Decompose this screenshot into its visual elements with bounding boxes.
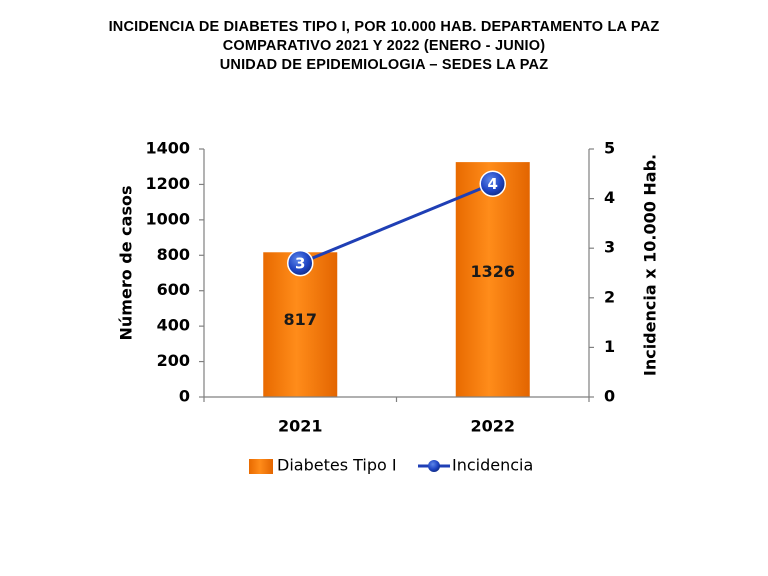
bar-value-label-2022: 1326 <box>470 262 515 281</box>
bar-2021 <box>263 252 338 397</box>
bar-value-label-2021: 817 <box>284 310 317 329</box>
legend-marker-incidencia <box>428 460 440 472</box>
incidencia-point-2022 <box>479 170 506 197</box>
y2-tick-label-1: 1 <box>604 337 615 356</box>
incidencia-point-label-2022: 4 <box>488 175 498 193</box>
x-tick-label-2022: 2022 <box>470 417 515 436</box>
incidencia-series-line <box>299 182 494 265</box>
y-tick-label-800: 800 <box>157 245 190 264</box>
y2-axis-title: Incidencia x 10.000 Hab. <box>641 154 660 376</box>
legend-swatch-diabetes <box>249 459 273 474</box>
incidencia-point-label-2021: 3 <box>295 255 305 273</box>
y-tick-label-1000: 1000 <box>145 209 190 228</box>
bar-2022 <box>455 162 530 397</box>
chart-source: UNIDAD DE EPIDEMIOLOGIA – SEDES LA PAZ <box>219 57 549 73</box>
y2-tick-label-2: 2 <box>604 287 615 306</box>
incidencia-point-2021 <box>287 249 314 277</box>
chart-title: INCIDENCIA DE DIABETES TIPO I, POR 10.00… <box>108 19 660 35</box>
chart-subtitle: COMPARATIVO 2021 Y 2022 (ENERO - JUNIO) <box>222 38 546 54</box>
y-tick-label-0: 0 <box>179 387 190 406</box>
x-tick-label-2021: 2021 <box>278 417 323 436</box>
y2-tick-label-3: 3 <box>604 238 615 257</box>
y-axis-title: Número de casos <box>117 186 136 341</box>
legend-label-incidencia: Incidencia <box>452 456 533 475</box>
y2-tick-label-5: 5 <box>604 139 615 158</box>
y-tick-label-200: 200 <box>157 351 190 370</box>
y2-tick-label-4: 4 <box>604 188 615 207</box>
legend-label-diabetes: Diabetes Tipo I <box>277 456 397 475</box>
y-tick-label-600: 600 <box>157 280 190 299</box>
y-tick-label-400: 400 <box>157 316 190 335</box>
chart-title-block: INCIDENCIA DE DIABETES TIPO I, POR 10.00… <box>0 18 768 75</box>
y2-tick-label-0: 0 <box>604 387 615 406</box>
y-tick-label-1400: 1400 <box>145 139 190 158</box>
y-tick-label-1200: 1200 <box>145 174 190 193</box>
